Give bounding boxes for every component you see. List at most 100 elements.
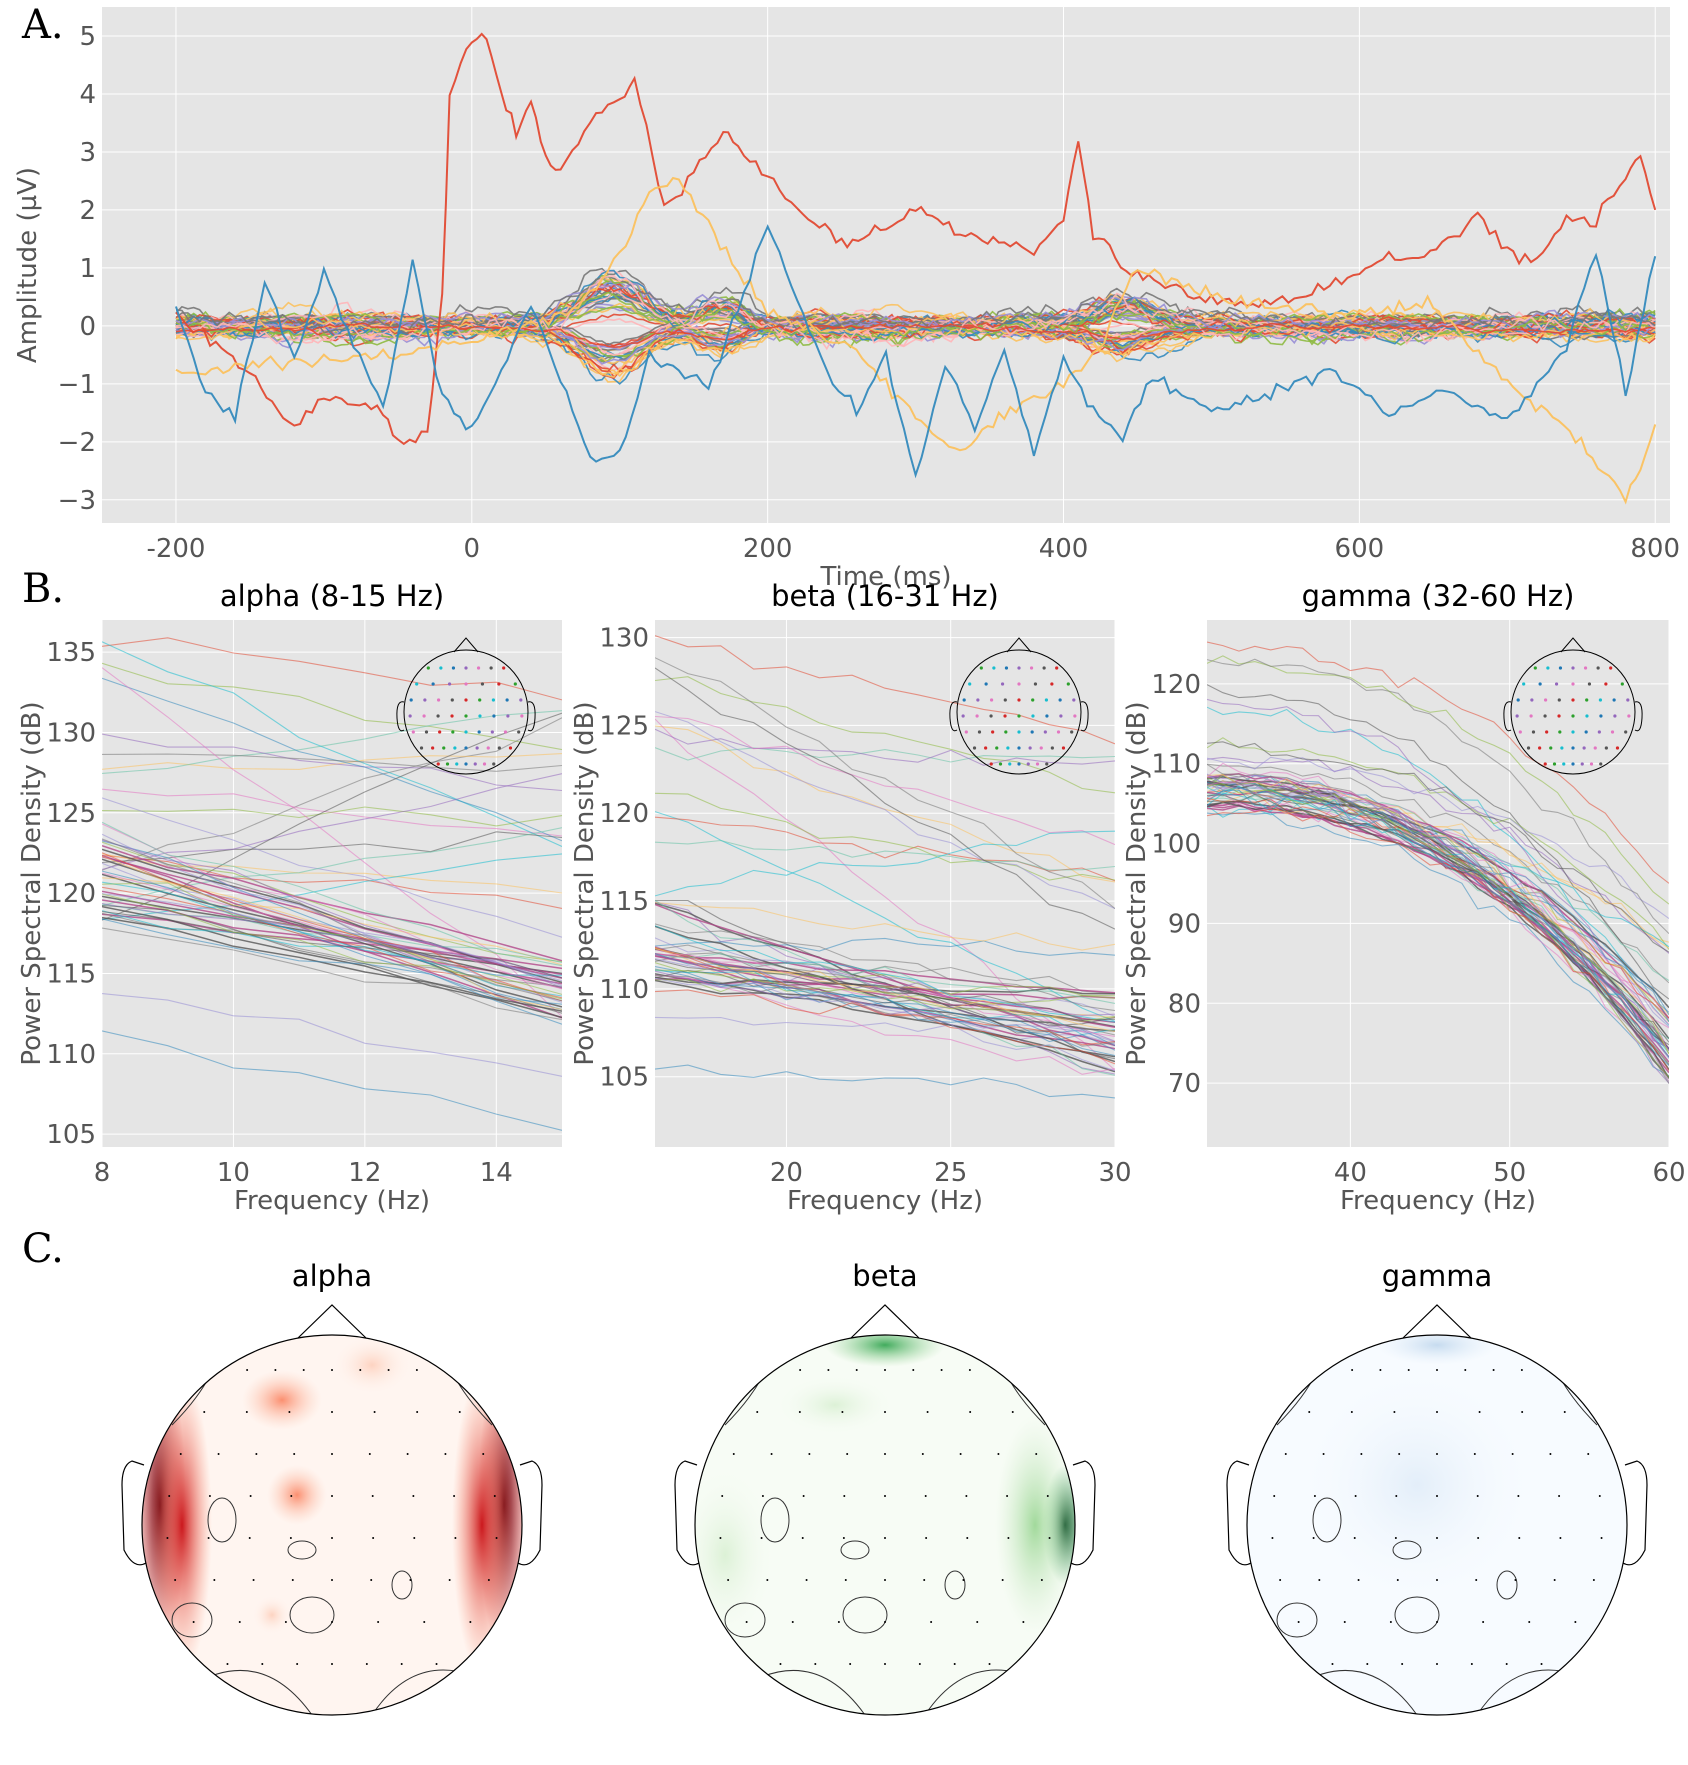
sensor-dot — [1533, 666, 1537, 670]
right-ear-outline — [1622, 1460, 1648, 1566]
sensor-dot — [464, 746, 468, 750]
channel-line — [175, 313, 1656, 346]
sensor-dot — [450, 714, 454, 718]
sensor-dot — [284, 1621, 287, 1623]
sensor-dot — [843, 1495, 846, 1497]
y-axis-label: Power Spectral Density (dB) — [570, 701, 600, 1065]
sensor-dot — [1580, 762, 1584, 766]
sensor-dot — [1518, 730, 1522, 734]
psd-channel-line — [655, 923, 1115, 1012]
sensor-dot — [1035, 762, 1040, 766]
sensor-dot — [1571, 714, 1575, 718]
chart-title: beta (16-31 Hz) — [771, 579, 999, 613]
psd-channel-line — [655, 989, 1115, 1046]
panel-label-b: B. — [22, 566, 64, 612]
sensor-dot — [370, 1579, 373, 1581]
psd-channel-line — [1207, 785, 1669, 1059]
x-tick-label: 12 — [348, 1158, 381, 1188]
sensor-dot — [1045, 714, 1049, 718]
sensor-dot — [203, 1411, 206, 1413]
psd-channel-line — [655, 900, 1115, 1060]
sensor-dot — [1558, 666, 1563, 670]
channel-line — [175, 297, 1656, 331]
psd-channel-line — [102, 662, 562, 751]
psd-channel-line — [102, 806, 562, 827]
sensor-dot — [1585, 714, 1589, 718]
psd-channel-line — [1207, 780, 1669, 1084]
sensor-dot — [359, 1369, 362, 1371]
sensor-dot — [373, 1411, 376, 1413]
head-outline — [403, 649, 529, 775]
sensor-dot — [1604, 746, 1608, 750]
sensor-dot — [444, 1453, 447, 1455]
sensor-dot — [976, 1621, 979, 1623]
sensor-dot — [415, 1369, 418, 1371]
topomap-title: beta — [852, 1259, 917, 1293]
chart-title: gamma (32-60 Hz) — [1302, 579, 1575, 613]
topomap-fill — [142, 1335, 522, 1715]
sensor-dot — [331, 1537, 333, 1539]
sensor-dot — [1543, 698, 1548, 702]
sensor-dot — [884, 1579, 886, 1581]
psd-channel-line — [655, 966, 1115, 1051]
sensor-dot — [331, 1663, 333, 1665]
sensor-dot — [808, 1453, 811, 1455]
head-outline — [956, 649, 1082, 775]
intensity-blob — [332, 1335, 412, 1395]
psd-lines — [655, 635, 1115, 1099]
psd-channel-line — [102, 854, 562, 1019]
sensor-dot — [1538, 746, 1542, 750]
y-axis-label: Power Spectral Density (dB) — [1122, 701, 1152, 1065]
sensor-dot — [992, 666, 996, 670]
sensor-dot — [1001, 1579, 1004, 1581]
sensor-dot — [293, 1453, 296, 1455]
psd-channel-line — [1207, 793, 1669, 1082]
sensor-dot — [1407, 1369, 1410, 1371]
sensor-dot — [255, 1453, 258, 1455]
y-tick-label: 3 — [79, 138, 96, 168]
sensor-dot — [426, 666, 430, 670]
sensor-dot — [1593, 746, 1597, 750]
sensor-dot — [248, 1537, 251, 1539]
chart-title: alpha (8-15 Hz) — [220, 579, 444, 613]
sensor-dot — [436, 714, 440, 718]
sensor-dot — [732, 1453, 735, 1455]
psd-channel-line — [1207, 756, 1669, 919]
sensor-dot — [1626, 698, 1630, 702]
sensor-dot — [422, 714, 426, 718]
sensor-dot — [1476, 1495, 1479, 1497]
y-tick-label: 1 — [79, 254, 96, 284]
y-tick-label: −3 — [58, 486, 96, 516]
contour-island — [289, 1596, 335, 1634]
sensor-dot — [1070, 730, 1074, 734]
nose-outline — [1560, 637, 1586, 653]
sensor-dot — [1571, 730, 1575, 734]
topomap-title: gamma — [1382, 1259, 1492, 1293]
x-tick-label: 0 — [464, 534, 481, 564]
sensor-dot — [502, 666, 506, 670]
sensor-dot — [1529, 714, 1533, 718]
intensity-blob — [775, 1375, 895, 1435]
sensor-dot — [464, 666, 468, 670]
x-axis-label: Frequency (Hz) — [1340, 1186, 1536, 1216]
psd-channel-line — [1207, 782, 1669, 1049]
sensor-dot — [1492, 1369, 1495, 1371]
sensor-dot — [464, 682, 468, 686]
contour-island — [287, 1540, 317, 1560]
sensor-dot — [1582, 746, 1586, 750]
sensor-dot — [1540, 1663, 1543, 1665]
sensor-dot — [766, 1579, 769, 1581]
sensor-dot — [1398, 1453, 1401, 1455]
psd-channel-line — [102, 886, 562, 1002]
psd-channel-line — [1207, 741, 1669, 953]
sensor-dot — [923, 1579, 926, 1581]
psd-channel-line — [1207, 763, 1669, 1066]
sensor-dot — [1056, 730, 1061, 734]
sensor-dot — [989, 714, 993, 718]
sensor-dot — [1297, 1621, 1300, 1623]
sensor-dot — [756, 1411, 759, 1413]
sensor-dot — [1612, 698, 1616, 702]
sensor-dot — [1017, 762, 1021, 766]
sensor-dot — [988, 1663, 991, 1665]
